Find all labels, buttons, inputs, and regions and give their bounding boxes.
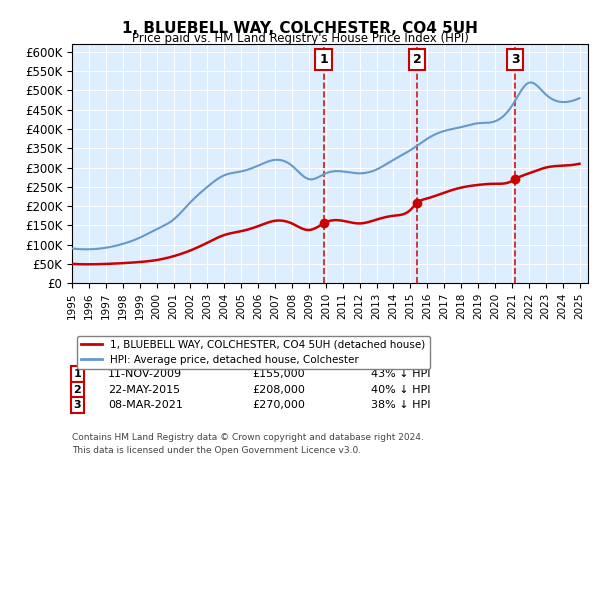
Text: Contains HM Land Registry data © Crown copyright and database right 2024.: Contains HM Land Registry data © Crown c… [72,432,424,441]
Text: Price paid vs. HM Land Registry's House Price Index (HPI): Price paid vs. HM Land Registry's House … [131,32,469,45]
Text: 1, BLUEBELL WAY, COLCHESTER, CO4 5UH: 1, BLUEBELL WAY, COLCHESTER, CO4 5UH [122,21,478,35]
Text: £155,000: £155,000 [253,369,305,379]
Text: This data is licensed under the Open Government Licence v3.0.: This data is licensed under the Open Gov… [72,445,361,455]
Text: 1: 1 [319,53,328,66]
Text: 2: 2 [73,385,81,395]
Text: £270,000: £270,000 [253,400,305,410]
Text: 11-NOV-2009: 11-NOV-2009 [108,369,182,379]
Text: 22-MAY-2015: 22-MAY-2015 [108,385,180,395]
Text: 43% ↓ HPI: 43% ↓ HPI [371,369,431,379]
Text: 2: 2 [413,53,421,66]
Text: 1: 1 [73,369,81,379]
Text: 3: 3 [73,400,81,410]
Text: 08-MAR-2021: 08-MAR-2021 [108,400,183,410]
Text: 3: 3 [511,53,520,66]
Text: 40% ↓ HPI: 40% ↓ HPI [371,385,431,395]
Text: 38% ↓ HPI: 38% ↓ HPI [371,400,431,410]
Legend: 1, BLUEBELL WAY, COLCHESTER, CO4 5UH (detached house), HPI: Average price, detac: 1, BLUEBELL WAY, COLCHESTER, CO4 5UH (de… [77,336,430,369]
Text: £208,000: £208,000 [253,385,305,395]
